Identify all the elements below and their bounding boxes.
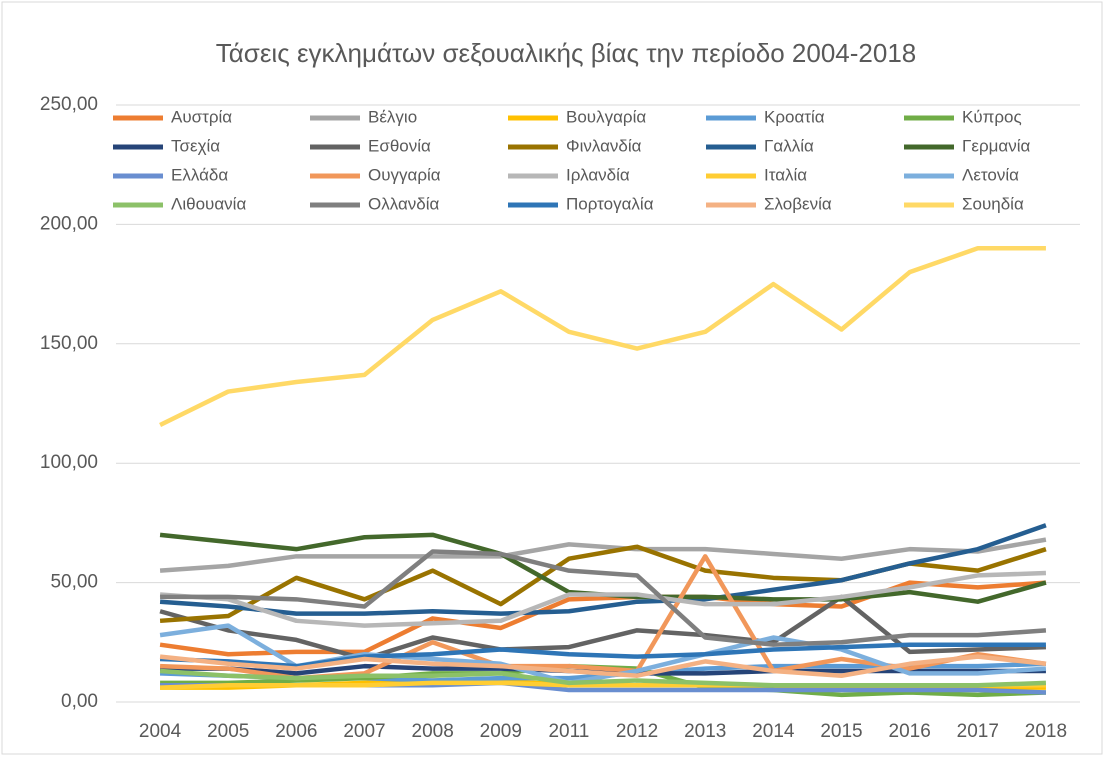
legend-label: Βέλγιο — [368, 107, 417, 126]
legend-label: Γαλλία — [764, 136, 814, 155]
legend-label: Ελλάδα — [171, 165, 228, 184]
series-line — [159, 523, 1047, 616]
y-tick-label: 200,00 — [40, 213, 98, 234]
x-tick-label: 2006 — [275, 721, 317, 742]
series-line — [159, 580, 1047, 657]
x-tick-label: 2017 — [957, 721, 999, 742]
legend-label: Τσεχία — [171, 136, 220, 155]
x-tick-label: 2018 — [1025, 721, 1067, 742]
x-tick-label: 2013 — [684, 721, 726, 742]
series-line — [159, 246, 1046, 428]
x-tick-label: 2012 — [616, 721, 658, 742]
legend-label: Σλοβενία — [764, 194, 832, 213]
y-tick-label: 250,00 — [40, 94, 98, 115]
legend-label: Κροατία — [764, 107, 825, 126]
series-line — [159, 594, 1047, 662]
x-tick-label: 2015 — [820, 721, 862, 742]
legend-label: Κύπρος — [962, 107, 1022, 126]
x-tick-label: 2007 — [343, 721, 385, 742]
legend-label: Φινλανδία — [566, 136, 642, 155]
x-tick-label: 2016 — [889, 721, 931, 742]
y-tick-label: 50,00 — [50, 572, 98, 593]
y-tick-label: 100,00 — [40, 452, 98, 473]
series-line — [159, 570, 1047, 628]
x-tick-label: 2014 — [752, 721, 795, 742]
series-line — [159, 537, 1047, 573]
x-tick-label: 2004 — [139, 721, 182, 742]
legend-label: Σουηδία — [962, 194, 1024, 213]
x-tick-label: 2009 — [480, 721, 522, 742]
legend-label: Αυστρία — [171, 107, 232, 126]
legend-label: Λιθουανία — [171, 194, 246, 213]
series-line — [159, 642, 1046, 669]
legend-label: Γερμανία — [962, 136, 1031, 155]
legend-label: Ιταλία — [764, 165, 807, 184]
x-tick-label: 2008 — [412, 721, 454, 742]
legend-label: Εσθονία — [368, 136, 431, 155]
series-line — [159, 654, 1047, 678]
legend-label: Λετονία — [962, 165, 1019, 184]
series-line — [159, 668, 1047, 688]
series-line — [160, 549, 1047, 647]
legend-label: Ουγγαρία — [368, 165, 441, 184]
y-tick-label: 150,00 — [40, 333, 98, 354]
chart-title: Τάσεις εγκλημάτων σεξουαλικής βίας την π… — [216, 38, 917, 68]
legend-label: Βουλγαρία — [566, 107, 646, 126]
y-tick-label: 0,00 — [61, 691, 98, 712]
x-tick-label: 2011 — [548, 721, 589, 742]
legend-label: Ολλανδία — [368, 194, 440, 213]
x-tick-label: 2005 — [207, 721, 249, 742]
legend-label: Ιρλανδία — [566, 165, 630, 184]
legend-label: Πορτογαλία — [566, 194, 654, 213]
